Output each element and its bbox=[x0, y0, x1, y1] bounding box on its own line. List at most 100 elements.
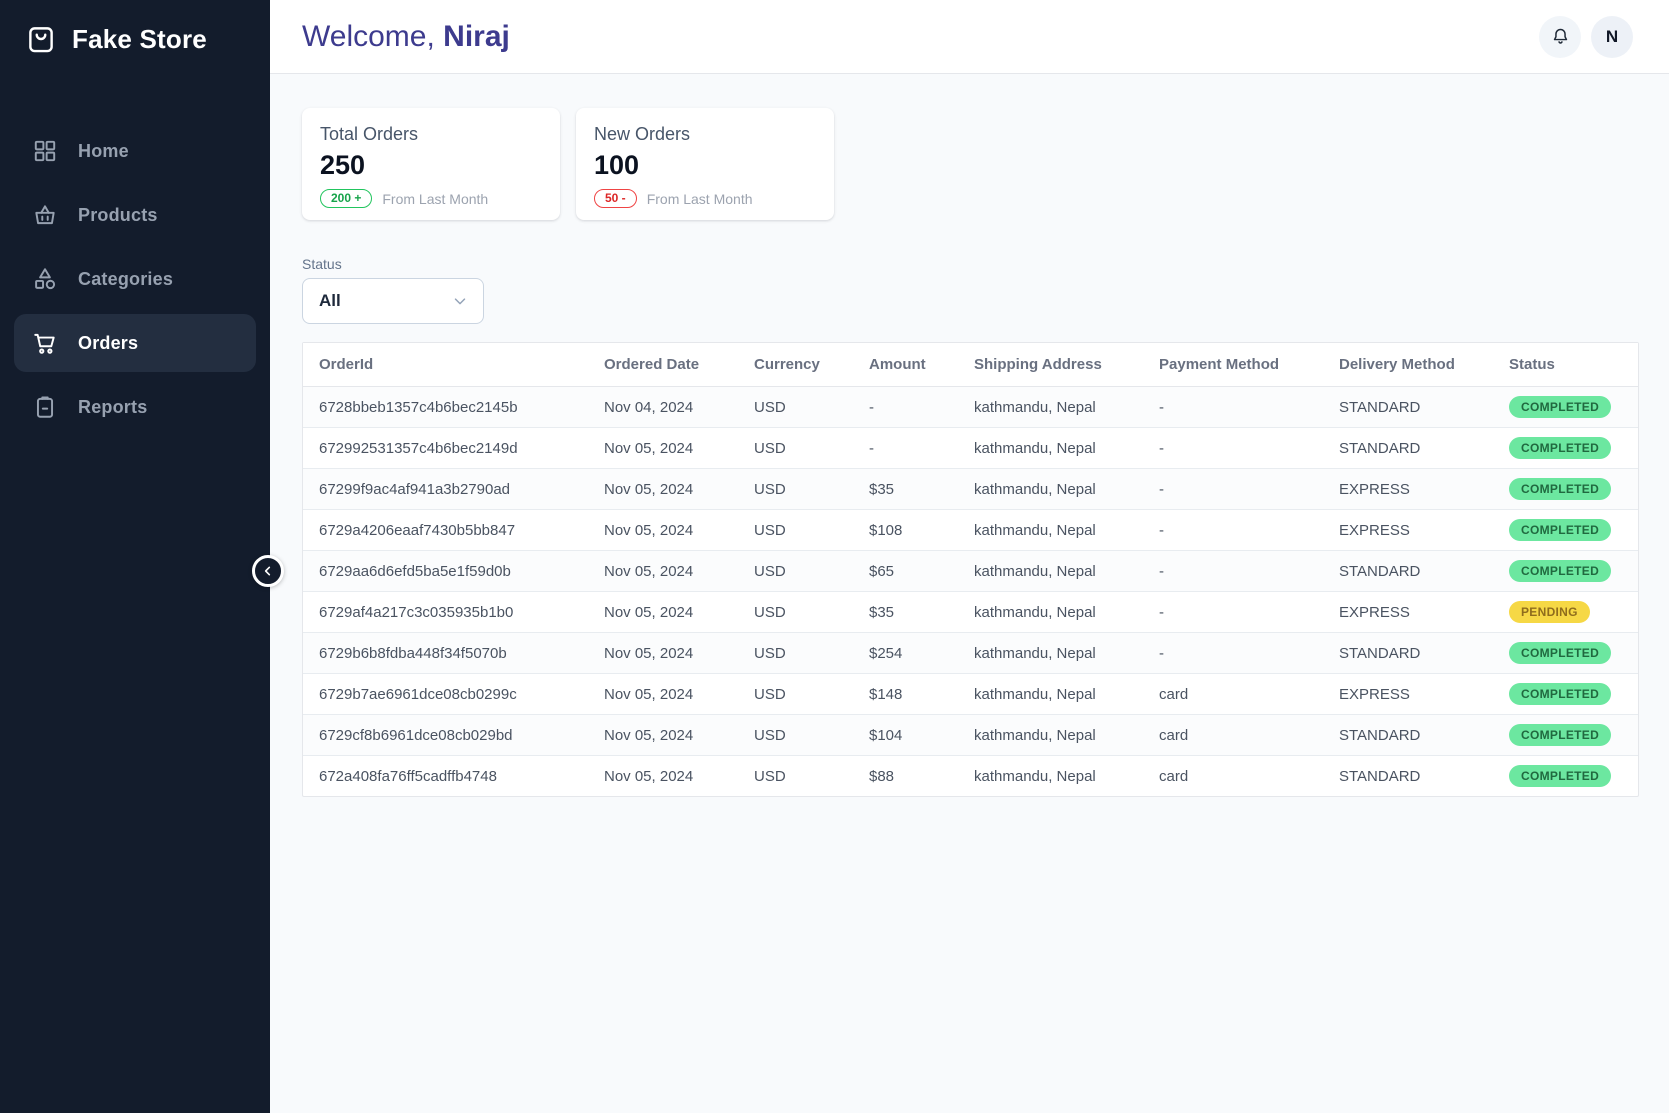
cell-status: COMPLETED bbox=[1493, 386, 1638, 428]
cell-delivery-method: STANDARD bbox=[1323, 386, 1493, 428]
app-logo[interactable]: Fake Store bbox=[0, 0, 270, 74]
sidebar-item-label: Home bbox=[78, 140, 129, 161]
stat-value: 250 bbox=[320, 150, 366, 180]
column-header-delivery-method: Delivery Method bbox=[1323, 343, 1493, 387]
cell-status: PENDING bbox=[1493, 591, 1638, 633]
cell-order-id: 67299f9ac4af941a3b2790ad bbox=[303, 468, 588, 510]
column-header-shipping-address: Shipping Address bbox=[958, 343, 1143, 387]
cart-icon bbox=[32, 330, 58, 356]
avatar[interactable]: N bbox=[1591, 15, 1633, 58]
cell-payment-method: card bbox=[1143, 714, 1323, 756]
cell-shipping-address: kathmandu, Nepal bbox=[958, 550, 1143, 592]
cell-status: COMPLETED bbox=[1493, 714, 1638, 756]
column-header-orderid: OrderId bbox=[303, 343, 588, 387]
cell-shipping-address: kathmandu, Nepal bbox=[974, 767, 1096, 785]
cell-amount: $104 bbox=[853, 714, 958, 756]
cell-currency: USD bbox=[738, 591, 853, 633]
header: Welcome, Niraj N bbox=[270, 0, 1669, 74]
cell-currency: USD bbox=[738, 673, 853, 715]
sidebar-item-label: Reports bbox=[78, 396, 148, 417]
cell-delivery-method: STANDARD bbox=[1339, 767, 1421, 785]
cell-order-id: 6728bbeb1357c4b6bec2145b bbox=[303, 386, 588, 428]
cell-delivery-method: STANDARD bbox=[1323, 550, 1493, 592]
status-filter: Status All bbox=[302, 256, 1639, 324]
status-select-value: All bbox=[319, 291, 341, 310]
stat-caption: From Last Month bbox=[646, 190, 753, 207]
cell-shipping-address: kathmandu, Nepal bbox=[958, 714, 1143, 756]
sidebar-item-categories[interactable]: Categories bbox=[14, 250, 256, 308]
cell-currency: USD bbox=[738, 509, 853, 551]
column-header-amount: Amount bbox=[853, 343, 958, 387]
sidebar-item-label: Orders bbox=[78, 332, 139, 353]
cell-currency: USD bbox=[738, 714, 853, 756]
content: Total Orders 250 200 + From Last Month N… bbox=[270, 74, 1669, 797]
table-row: 6729b7ae6961dce08cb0299c Nov 05, 2024 USD $… bbox=[303, 673, 1638, 715]
main-area: Welcome, Niraj N Total Orders bbox=[270, 0, 1669, 1113]
dashboard-icon bbox=[32, 138, 58, 164]
sidebar-item-home[interactable]: Home bbox=[14, 122, 256, 180]
page-title: Welcome, Niraj bbox=[302, 19, 510, 53]
cell-currency: USD bbox=[738, 427, 853, 469]
cell-ordered-date: Nov 05, 2024 bbox=[588, 673, 738, 715]
table-header-row: OrderId Ordered Date Currency Amount Shippin… bbox=[303, 343, 1638, 387]
status-badge: COMPLETED bbox=[1509, 478, 1612, 500]
table-row: 672992531357c4b6bec2149d Nov 05, 2024 USD -… bbox=[303, 427, 1638, 469]
sidebar-item-products[interactable]: Products bbox=[14, 186, 256, 244]
cell-order-id: 6729b7ae6961dce08cb0299c bbox=[303, 673, 588, 715]
status-badge: COMPLETED bbox=[1509, 724, 1612, 746]
status-select[interactable]: All bbox=[302, 278, 484, 324]
cell-ordered-date: Nov 05, 2024 bbox=[588, 550, 738, 592]
cell-amount: $65 bbox=[853, 550, 958, 592]
chevron-left-icon bbox=[260, 563, 276, 579]
notifications-button[interactable] bbox=[1539, 15, 1581, 58]
stat-title: Total Orders bbox=[320, 124, 419, 144]
column-header-payment-method: Payment Method bbox=[1143, 343, 1323, 387]
stat-card-total-orders: Total Orders 250 200 + From Last Month bbox=[302, 108, 560, 220]
cell-amount: $35 bbox=[853, 468, 958, 510]
cell-status: COMPLETED bbox=[1493, 756, 1638, 797]
sidebar-collapse-button[interactable] bbox=[252, 555, 284, 587]
cell-order-id: 6729cf8b6961dce08cb029bd bbox=[303, 714, 588, 756]
category-icon bbox=[32, 266, 58, 292]
cell-payment-method: - bbox=[1143, 591, 1323, 633]
cell-ordered-date: Nov 04, 2024 bbox=[588, 386, 738, 428]
cell-status: COMPLETED bbox=[1493, 427, 1638, 469]
table-row: 6729af4a217c3c035935b1b0 Nov 05, 2024 USD $… bbox=[303, 591, 1638, 633]
table-row: 6728bbeb1357c4b6bec2145b Nov 04, 2024 USD -… bbox=[303, 386, 1638, 428]
status-badge: COMPLETED bbox=[1509, 642, 1612, 664]
table-row: 6729a4206eaaf7430b5bb847 Nov 05, 2024 USD $… bbox=[303, 509, 1638, 551]
stat-change-badge: 200 + bbox=[320, 189, 373, 208]
cell-status: COMPLETED bbox=[1493, 673, 1638, 715]
sidebar-item-orders[interactable]: Orders bbox=[14, 314, 256, 372]
table-row: 6729aa6d6efd5ba5e1f59d0b Nov 05, 2024 USD $… bbox=[303, 550, 1638, 592]
cell-delivery-method: EXPRESS bbox=[1323, 468, 1493, 510]
cell-shipping-address: kathmandu, Nepal bbox=[958, 468, 1143, 510]
cell-currency: USD bbox=[738, 550, 853, 592]
cell-ordered-date: Nov 05, 2024 bbox=[588, 468, 738, 510]
cell-order-id: 672992531357c4b6bec2149d bbox=[303, 427, 588, 469]
bell-icon bbox=[1550, 26, 1571, 47]
cell-order-id: 6729b6b8fdba448f34f5070b bbox=[303, 632, 588, 674]
status-badge: COMPLETED bbox=[1509, 437, 1612, 459]
cell-amount: $35 bbox=[853, 591, 958, 633]
cell-ordered-date: Nov 05, 2024 bbox=[588, 509, 738, 551]
stat-title: New Orders bbox=[594, 124, 691, 144]
cell-payment-method: - bbox=[1143, 468, 1323, 510]
column-header-ordered-date: Ordered Date bbox=[588, 343, 738, 387]
cell-currency: USD bbox=[738, 468, 853, 510]
cell-shipping-address: kathmandu, Nepal bbox=[958, 632, 1143, 674]
cell-amount: $88 bbox=[869, 767, 895, 785]
cell-ordered-date: Nov 05, 2024 bbox=[604, 767, 694, 785]
cell-shipping-address: kathmandu, Nepal bbox=[958, 386, 1143, 428]
column-header-currency: Currency bbox=[738, 343, 853, 387]
clipboard-icon bbox=[32, 394, 58, 420]
cell-ordered-date: Nov 05, 2024 bbox=[588, 714, 738, 756]
sidebar-item-reports[interactable]: Reports bbox=[14, 378, 256, 436]
cell-amount: $148 bbox=[853, 673, 958, 715]
cell-order-id: 672a408fa76ff5cadffb4748 bbox=[319, 767, 497, 785]
chevron-down-icon bbox=[451, 292, 469, 310]
sidebar-item-label: Products bbox=[78, 204, 158, 225]
cell-status: COMPLETED bbox=[1493, 632, 1638, 674]
cell-payment-method: - bbox=[1143, 632, 1323, 674]
cell-delivery-method: STANDARD bbox=[1323, 632, 1493, 674]
